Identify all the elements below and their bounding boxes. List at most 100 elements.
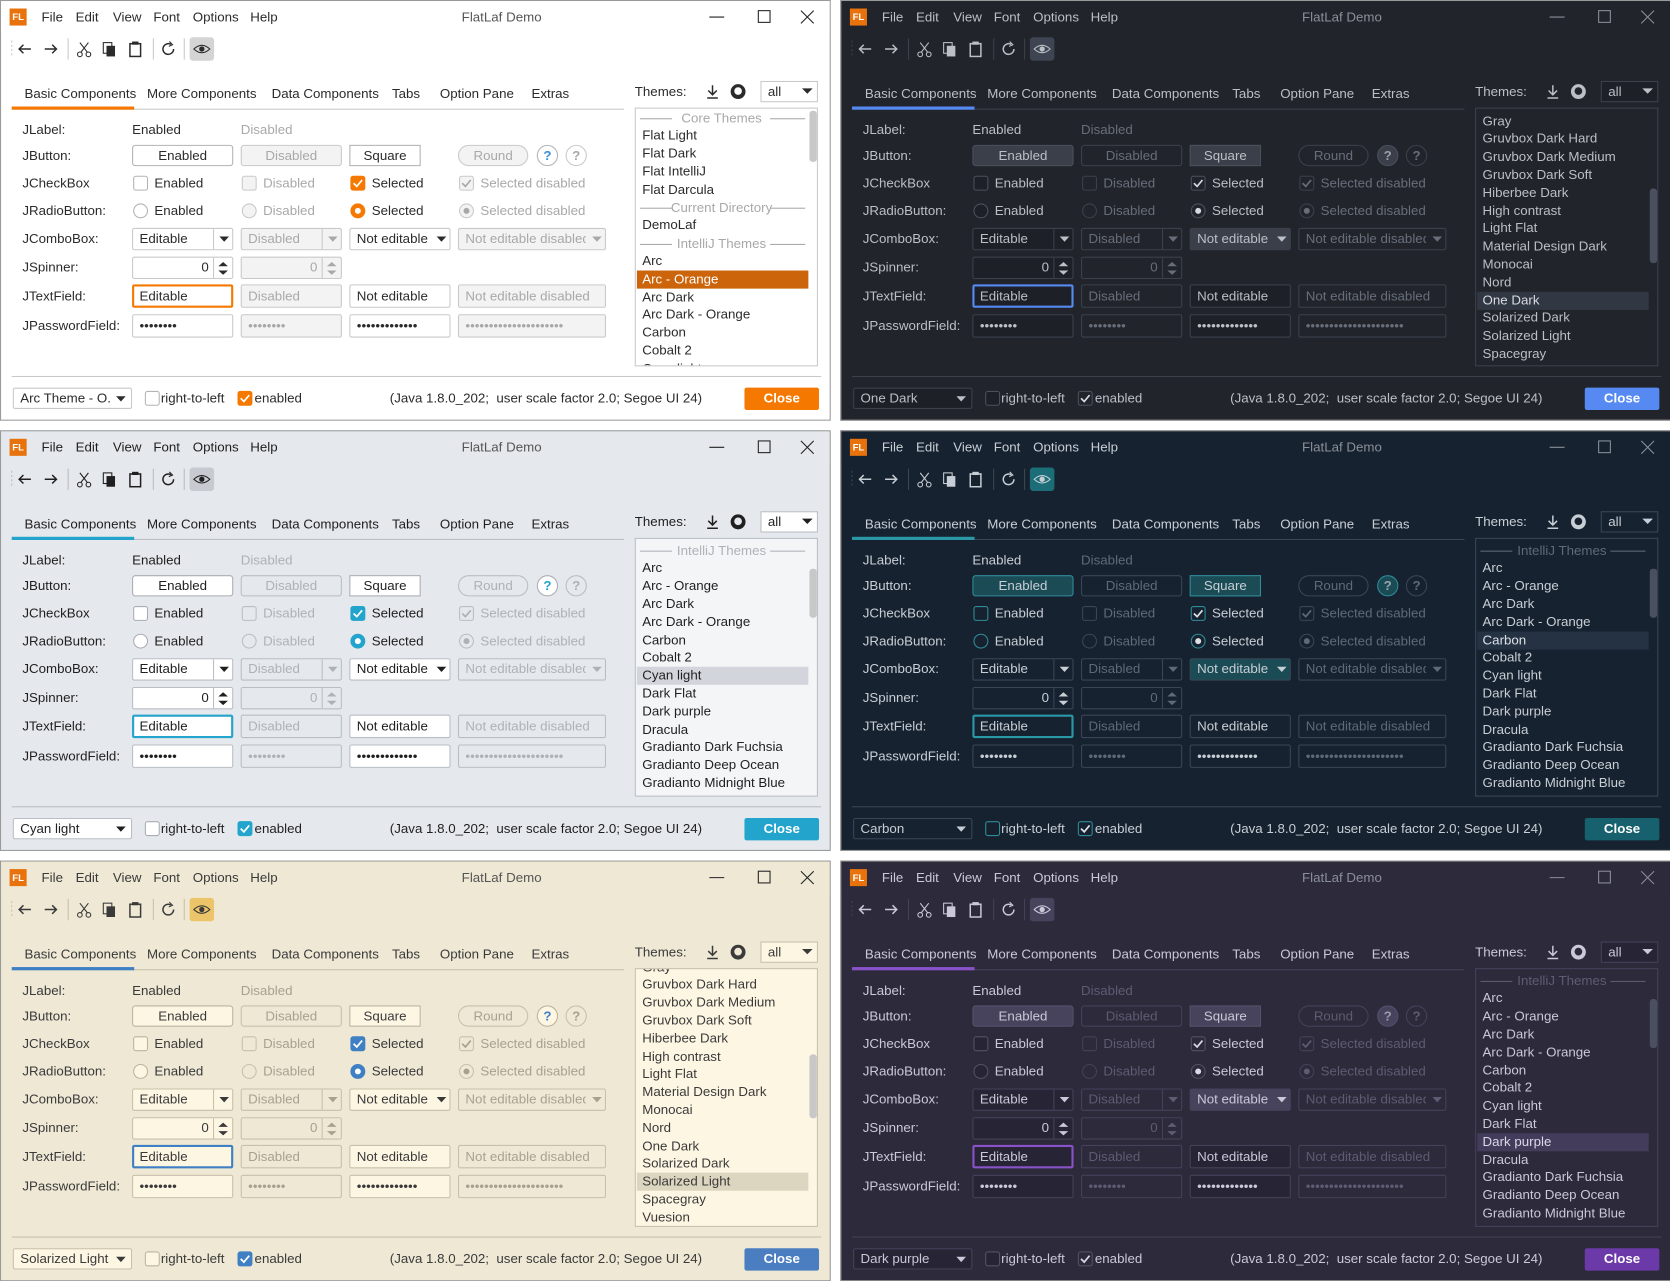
button[interactable]: Square [349,1005,421,1027]
themes-filter-combo[interactable]: all [1600,80,1659,103]
theme-item[interactable]: Cobalt 2 [642,649,692,665]
tab[interactable]: Data Components [1111,86,1220,102]
button[interactable]: Round [1298,575,1369,597]
button[interactable]: Square [349,575,421,597]
forward-button[interactable] [43,471,60,488]
tab[interactable]: Basic Components [24,86,137,102]
refresh-button[interactable] [160,471,177,488]
tab[interactable]: Tabs [391,516,421,532]
menu-item[interactable]: View [112,9,142,25]
theme-item[interactable]: High contrast [642,1048,721,1064]
back-button[interactable] [856,40,873,57]
theme-item[interactable]: Nord [642,1120,672,1136]
tab[interactable]: Basic Components [864,86,977,102]
password-field[interactable]: •••••••• [132,314,234,338]
text-field[interactable]: Editable [132,714,234,739]
copy-button[interactable] [942,471,959,488]
menu-item[interactable]: File [881,870,904,886]
checkbox-label[interactable]: right-to-left [160,821,225,837]
checkbox-label[interactable]: Enabled [154,175,204,191]
theme-combo[interactable]: One Dark [853,387,973,409]
checkbox-label[interactable]: enabled [1094,1251,1143,1267]
tab[interactable]: Data Components [1111,516,1220,532]
combo-box[interactable]: Editable [972,658,1074,681]
cut-button[interactable] [916,471,933,488]
theme-item[interactable]: Arc [642,253,663,269]
tab[interactable]: Data Components [271,946,379,962]
theme-item[interactable]: Gradianto Midnight Blue [1482,1205,1626,1221]
text-field[interactable]: Not editable [1189,1144,1291,1169]
combo-box[interactable]: Editable [132,227,234,251]
cut-button[interactable] [916,40,933,58]
theme-item[interactable]: Material Design Dark [642,1084,767,1100]
theme-item[interactable]: Cyan light [1482,1098,1542,1114]
forward-button[interactable] [883,471,900,488]
theme-item[interactable]: Solarized Dark [1482,310,1570,326]
theme-item[interactable]: Solarized Dark [642,1155,730,1171]
radio-label[interactable]: Enabled [994,203,1044,219]
checkbox[interactable] [1190,606,1206,621]
checkbox-label[interactable]: Enabled [154,606,204,621]
password-field[interactable]: •••••••• [132,744,234,768]
menu-item[interactable]: View [953,439,982,455]
theme-combo[interactable]: Cyan light [12,817,133,840]
combo-box[interactable]: Not editable [1189,227,1291,251]
radio-label[interactable]: Enabled [154,203,204,219]
help-button[interactable]: ? [1377,575,1399,597]
text-field[interactable]: Editable [132,1144,234,1169]
menu-item[interactable]: Options [1033,870,1079,886]
theme-item[interactable]: Gradianto Midnight Blue [642,775,786,791]
checkbox-label[interactable]: Selected [1212,606,1264,621]
maximize-button[interactable] [1591,6,1617,27]
menu-item[interactable]: Help [250,870,278,886]
theme-item[interactable]: Gradianto Deep Ocean [642,757,780,773]
spinner[interactable]: 0 [132,686,234,710]
menu-item[interactable]: Edit [915,9,939,25]
radio-label[interactable]: Selected [371,1063,424,1079]
checkbox-label[interactable]: enabled [1094,390,1143,406]
radio-button[interactable] [350,203,366,219]
close-button[interactable]: Close [744,387,820,411]
theme-item[interactable]: Arc Dark - Orange [642,614,751,630]
password-field[interactable]: ••••••••••••• [1189,314,1291,338]
checkbox[interactable] [237,390,253,406]
checkbox[interactable] [985,1251,1001,1267]
cut-button[interactable] [916,901,933,918]
theme-item[interactable]: Flat Light [642,128,697,144]
radio-button[interactable] [350,1063,366,1079]
theme-item[interactable]: Arc Dark [1482,1026,1535,1042]
checkbox-label[interactable]: Selected [371,606,424,621]
menu-item[interactable]: Help [1090,870,1119,886]
theme-item[interactable]: Gradianto Midnight Blue [1482,775,1626,791]
github-button[interactable] [1570,944,1587,961]
text-field[interactable]: Not editable [349,1144,451,1169]
text-field[interactable]: Not editable [349,284,451,308]
checkbox-label[interactable]: Enabled [994,175,1044,191]
radio-button[interactable] [350,633,366,649]
download-button[interactable] [704,513,721,530]
forward-button[interactable] [883,901,900,918]
theme-item[interactable]: Light Flat [1482,220,1538,236]
theme-item[interactable]: Arc Dark [1482,596,1535,612]
theme-item[interactable]: Gray [1482,113,1512,129]
menu-item[interactable]: Edit [75,9,99,25]
button[interactable]: Enabled [972,144,1074,167]
button[interactable]: Round [457,144,529,167]
menu-item[interactable]: File [41,870,64,886]
theme-item[interactable]: Flat IntelliJ [642,163,706,179]
combo-box[interactable]: Editable [972,227,1074,251]
text-field[interactable]: Editable [972,284,1074,308]
tab[interactable]: Basic Components [24,946,137,962]
paste-button[interactable] [967,40,984,58]
menu-item[interactable]: Options [192,870,239,886]
checkbox-label[interactable]: Selected [371,175,424,191]
tab[interactable]: Extras [1371,516,1410,532]
checkbox[interactable] [973,1036,989,1052]
minimize-button[interactable] [1544,437,1570,458]
radio-label[interactable]: Enabled [154,633,204,649]
copy-button[interactable] [101,901,118,918]
tab[interactable]: Option Pane [439,86,514,102]
theme-item[interactable]: Hiberbee Dark [1482,184,1569,200]
close-button[interactable]: Close [1584,817,1660,841]
checkbox-label[interactable]: right-to-left [160,1251,225,1267]
